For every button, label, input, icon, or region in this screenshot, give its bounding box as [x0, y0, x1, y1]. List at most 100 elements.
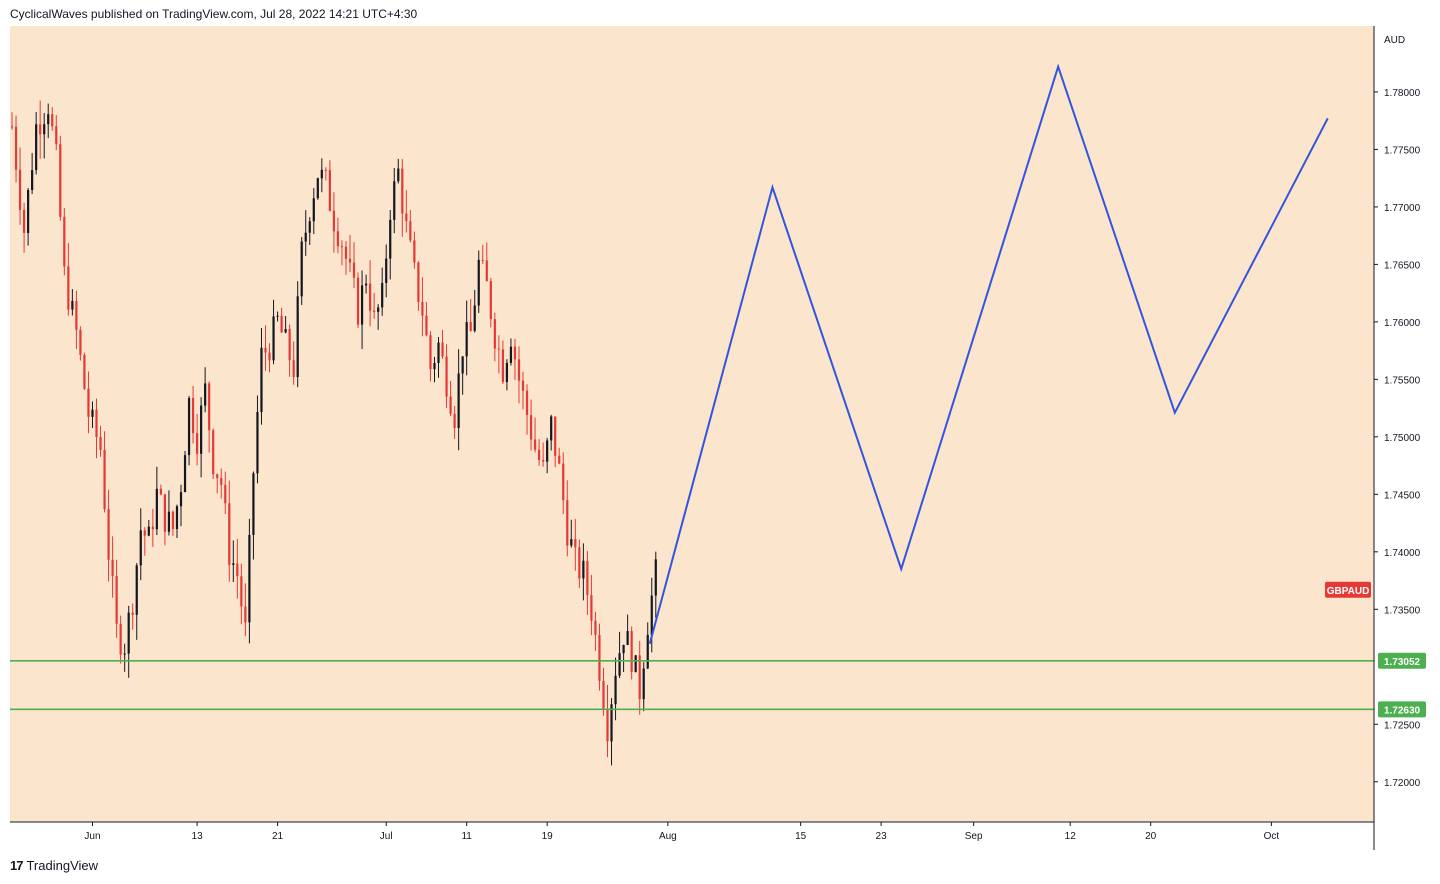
candle [413, 231, 416, 269]
candle [554, 416, 557, 468]
candle [340, 240, 344, 266]
candle [127, 605, 130, 678]
time-axis[interactable] [10, 822, 1374, 850]
candle [393, 167, 396, 234]
x-tick-label: Aug [659, 831, 677, 842]
candle [485, 242, 488, 282]
candle [276, 311, 279, 322]
candle [385, 244, 388, 298]
candle [195, 413, 199, 466]
candle [469, 298, 472, 332]
candle [22, 202, 26, 253]
candle [224, 471, 227, 514]
candle [51, 107, 54, 131]
zigzag-projection[interactable] [648, 63, 1329, 645]
candle [590, 574, 593, 636]
candle [389, 210, 392, 280]
candle [43, 112, 46, 159]
candle [405, 190, 408, 233]
candle [216, 473, 219, 494]
candle [513, 338, 517, 381]
candle [578, 539, 581, 589]
publisher-header: CyclicalWaves published on TradingView.c… [10, 7, 418, 21]
candle [381, 267, 384, 316]
candle [236, 538, 239, 599]
candle [497, 335, 500, 374]
candle [598, 623, 601, 691]
candle [606, 684, 609, 758]
y-tick-label: 1.74000 [1384, 548, 1421, 559]
candle [481, 244, 484, 265]
candle [525, 384, 529, 435]
candle [344, 240, 348, 275]
candle [356, 272, 360, 329]
x-tick-label: 20 [1145, 831, 1157, 842]
candle [228, 480, 231, 582]
x-tick-label: 23 [876, 831, 888, 842]
svg-text:GBPAUD: GBPAUD [1327, 586, 1370, 597]
candle [586, 551, 589, 616]
candle [505, 359, 509, 391]
y-tick-label: 1.77500 [1384, 145, 1421, 156]
candle [55, 114, 58, 151]
candle [489, 278, 492, 328]
candle [312, 188, 315, 235]
candle [208, 381, 211, 453]
candle [135, 563, 138, 640]
plot-area[interactable] [10, 26, 1374, 822]
candle [300, 236, 303, 306]
candle [626, 614, 629, 646]
horizontal-levels [10, 660, 1374, 711]
y-tick-label: 1.75500 [1384, 375, 1421, 386]
candle [256, 395, 259, 484]
candle [453, 406, 456, 439]
candle [107, 489, 110, 582]
level-price-badge[interactable]: 1.73052 [1378, 652, 1426, 669]
candle [352, 242, 356, 289]
candle [373, 292, 376, 319]
candle [570, 519, 573, 548]
candle [175, 504, 179, 539]
candle [501, 340, 504, 385]
candle [638, 641, 641, 715]
candle [493, 312, 496, 362]
candle [99, 425, 102, 457]
candle [477, 250, 480, 313]
candle [159, 484, 162, 496]
y-tick-label: 1.77000 [1384, 203, 1421, 214]
candle [264, 325, 267, 371]
candle [320, 158, 323, 193]
candle [546, 437, 549, 474]
candle [364, 274, 368, 294]
candle [409, 209, 412, 243]
candle [328, 160, 331, 212]
candle [111, 536, 114, 598]
x-tick-labels: Jun 13 21 Jul 11 19 Aug 15 23 Sep 12 20 Oct [84, 822, 1279, 842]
candle [191, 385, 195, 444]
candle [155, 466, 158, 536]
candle [369, 260, 372, 327]
candle [179, 484, 183, 527]
candle [421, 277, 424, 337]
candle [542, 442, 545, 467]
axis-badges: GBPAUD 1.73052 1.72630 [1325, 581, 1426, 718]
candle [75, 290, 78, 350]
candle [316, 177, 319, 200]
symbol-badge[interactable]: GBPAUD [1325, 581, 1371, 598]
candle [634, 654, 637, 673]
candle [324, 167, 327, 181]
candle [582, 543, 585, 601]
candle [163, 493, 167, 546]
candle [59, 135, 62, 221]
footer-brand[interactable]: 17 TradingView [10, 858, 98, 873]
candle [123, 643, 126, 672]
candle [517, 346, 521, 404]
tradingview-logo-icon: 17 [10, 858, 24, 873]
candle [332, 192, 336, 253]
candle [248, 518, 251, 644]
candle [183, 450, 187, 493]
candle [47, 103, 50, 139]
x-tick-label: 13 [192, 831, 204, 842]
level-price-badge[interactable]: 1.72630 [1378, 701, 1426, 718]
